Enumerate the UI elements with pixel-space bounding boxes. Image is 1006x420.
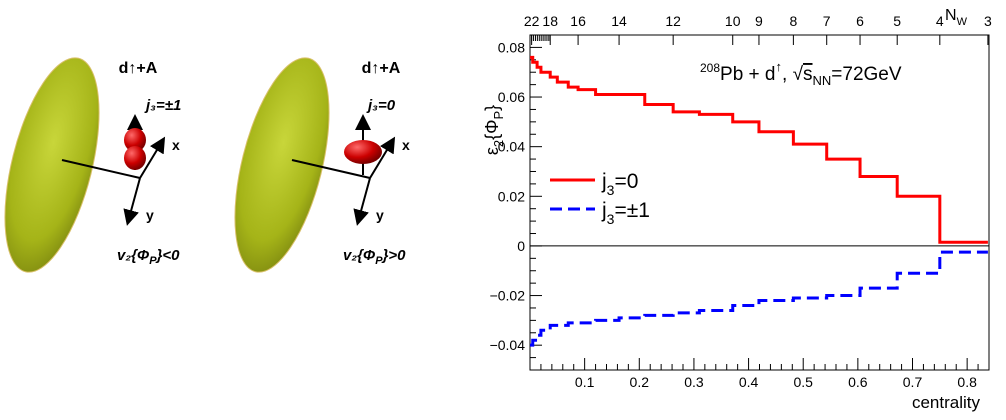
y-axis-arrow: [123, 177, 141, 226]
nucleus-disk: [234, 57, 330, 273]
j3-label: j₃=±1: [144, 97, 181, 114]
y-tick-label: 0.06: [498, 89, 525, 105]
x-axis-ticks: 0.1 0.2 0.3 0.4 0.5 0.6 0.7 0.8: [540, 358, 979, 390]
x-tick-label: 0.3: [684, 374, 704, 390]
panel-title: d↑+A: [362, 60, 401, 77]
deuteron-oblate: [344, 140, 382, 164]
top-tick-label: 22: [524, 13, 540, 29]
x-axis-arrow: [139, 136, 166, 179]
y-axis-label: y: [146, 207, 154, 223]
x-tick-label: 0.8: [957, 374, 977, 390]
top-tick-label: 10: [725, 13, 741, 29]
series-j3-pm1-line: [530, 250, 988, 347]
top-tick-label: 14: [611, 13, 627, 29]
legend: j3=0 j3=±1: [550, 170, 650, 227]
x-axis-arrow: [369, 136, 396, 179]
deuteron-prolate: [124, 128, 146, 170]
deuteron-illustration: d↑+A j₃=±1 x y v₂{ΦP}<0 d↑+A j₃=0 x y v₂…: [0, 0, 480, 415]
v2-label: v₂{ΦP}<0: [117, 247, 180, 267]
top-tick-label: 16: [570, 13, 586, 29]
top-tick-label: 3: [984, 13, 992, 29]
panel-j3-0: d↑+A j₃=0 x y v₂{ΦP}>0: [234, 57, 410, 273]
illustration-svg: d↑+A j₃=±1 x y v₂{ΦP}<0 d↑+A j₃=0 x y v₂…: [4, 57, 410, 273]
y-axis-title: ε2{ΦP}: [482, 105, 506, 155]
y-axis-label: y: [376, 207, 384, 223]
v2-label: v₂{ΦP}>0: [343, 247, 406, 267]
top-tick-label: 8: [789, 13, 797, 29]
beam-line: [291, 159, 371, 179]
y-tick-label: −0.02: [490, 288, 526, 304]
x-axis-label: x: [402, 137, 410, 153]
x-tick-label: 0.5: [793, 374, 813, 390]
y-tick-label: −0.04: [490, 337, 526, 353]
j3-label: j₃=0: [366, 97, 396, 114]
top-tick-label: 7: [823, 13, 831, 29]
legend-label-j3-pm1: j3=±1: [601, 199, 650, 227]
eccentricity-chart: 0.1 0.2 0.3 0.4 0.5 0.6 0.7 0.8 −0.04 −0.02 0 0.02…: [470, 0, 1006, 415]
y-tick-label: 0: [517, 238, 525, 254]
x-tick-label: 0.6: [848, 374, 868, 390]
chart-annotation: 208Pb + d↑, √sNN=72GeV: [700, 59, 902, 88]
x-axis-label: x: [172, 137, 180, 153]
y-tick-label: 0.04: [498, 139, 525, 155]
x-tick-label: 0.2: [630, 374, 650, 390]
top-tick-label: 18: [542, 13, 558, 29]
top-tick-label: 4: [936, 13, 944, 29]
y-tick-label: 0.02: [498, 188, 525, 204]
top-tick-label: 6: [856, 13, 864, 29]
series-j3-0-line: [530, 55, 988, 244]
y-axis-ticks: −0.04 −0.02 0 0.02 0.04 0.06 0.08: [490, 39, 542, 359]
top-tick-label: 12: [665, 13, 681, 29]
y-tick-label: 0.08: [498, 39, 525, 55]
panel-title: d↑+A: [119, 60, 158, 77]
x-tick-label: 0.7: [903, 374, 923, 390]
x-tick-label: 0.4: [739, 374, 759, 390]
top-axis-title: NW: [945, 7, 968, 28]
chart-svg: 0.1 0.2 0.3 0.4 0.5 0.6 0.7 0.8 −0.04 −0.02 0 0.02…: [482, 7, 992, 412]
x-tick-label: 0.1: [575, 374, 595, 390]
panel-j3-pm1: d↑+A j₃=±1 x y v₂{ΦP}<0: [4, 57, 181, 273]
top-tick-label: 9: [755, 13, 763, 29]
nucleus-disk: [4, 57, 100, 273]
top-tick-label: 5: [893, 13, 901, 29]
x-axis-title: centrality: [912, 393, 981, 412]
y-axis-arrow: [353, 177, 371, 226]
series-group: [530, 55, 988, 347]
top-axis-ticks: 22 18 16 14 12 10 9 8 7 6 5 4 3: [524, 13, 992, 45]
beam-line: [61, 159, 141, 179]
legend-label-j3-0: j3=0: [601, 170, 638, 198]
